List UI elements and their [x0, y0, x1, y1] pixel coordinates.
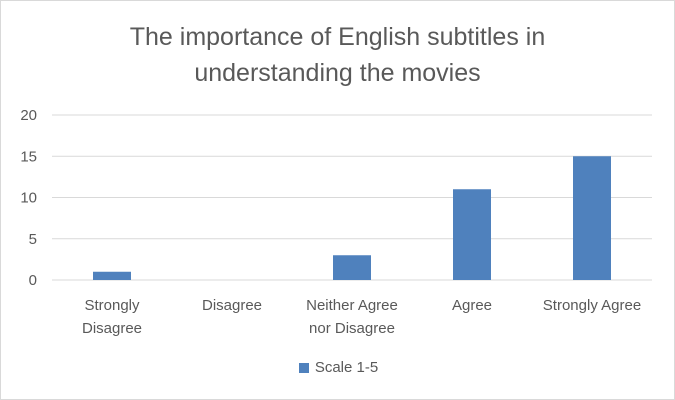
x-tick-label-line: Agree — [452, 297, 492, 314]
bar — [453, 189, 491, 280]
bar — [333, 255, 371, 280]
x-tick-label: Neither Agree nor Disagree — [306, 297, 398, 337]
y-tick-label: 5 — [29, 231, 37, 248]
y-tick-label: 0 — [29, 272, 37, 289]
plot-area: 0 5 10 15 20 Strongly Disagree Disagree Neither… — [20, 107, 652, 337]
y-tick-label: 20 — [20, 107, 37, 124]
y-tick-label: 10 — [20, 190, 37, 207]
y-tick-label: 15 — [20, 148, 37, 165]
x-tick-label: Strongly Disagree — [82, 297, 142, 337]
y-axis-ticks: 0 5 10 15 20 — [20, 107, 37, 289]
x-tick-label-line: Disagree — [202, 297, 262, 314]
legend: Scale 1-5 — [1, 359, 675, 376]
bar — [573, 156, 611, 280]
x-tick-label: Disagree — [202, 297, 262, 314]
chart-title: The importance of English subtitles in u… — [129, 23, 546, 87]
x-tick-label-line: Strongly Agree — [543, 297, 641, 314]
bar — [93, 271, 131, 280]
x-tick-label: Agree — [452, 297, 492, 314]
legend-swatch — [298, 362, 309, 373]
legend-label: Scale 1-5 — [314, 359, 379, 376]
x-tick-label-line: Disagree — [82, 320, 142, 337]
x-tick-label-line: Strongly — [84, 297, 140, 314]
x-tick-label-line: nor Disagree — [309, 320, 395, 337]
x-tick-label: Strongly Agree — [543, 297, 641, 314]
x-axis-labels: Strongly Disagree Disagree Neither Agree nor… — [82, 297, 641, 337]
x-tick-label-line: Neither Agree — [306, 297, 398, 314]
bars — [93, 156, 611, 280]
